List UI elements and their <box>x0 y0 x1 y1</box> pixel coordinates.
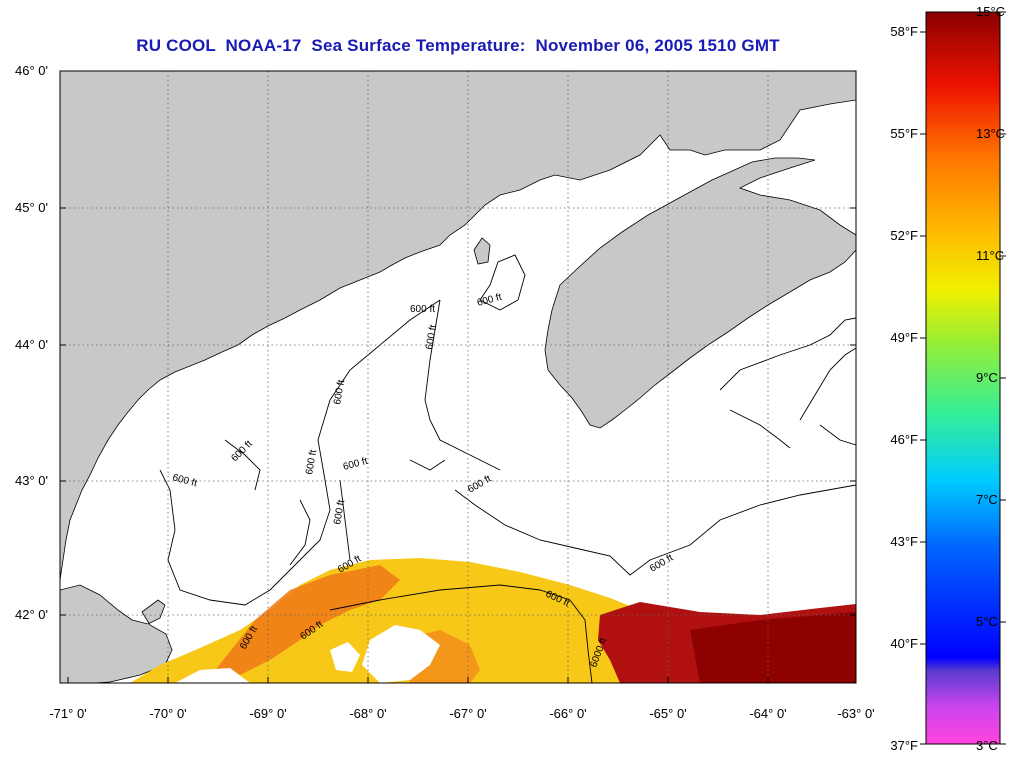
colorbar <box>925 11 1001 745</box>
colorbar-f-label: 52°F <box>890 228 918 243</box>
lon-label-65: -65° 0' <box>649 706 687 721</box>
colorbar-c-label: 11°C <box>976 248 1005 263</box>
colorbar-c-label: 5°C <box>976 614 998 629</box>
map-title: RU COOL NOAA-17 Sea Surface Temperature:… <box>136 36 780 55</box>
lat-label-43: 43° 0' <box>15 473 48 488</box>
lat-label-45: 45° 0' <box>15 200 48 215</box>
map-border <box>59 70 857 684</box>
colorbar-f-label: 46°F <box>890 432 918 447</box>
lat-label-46: 46° 0' <box>15 63 48 78</box>
colorbar-f-label: 58°F <box>890 24 918 39</box>
land-mainland <box>60 71 856 581</box>
isobath-label: 600 ft <box>332 379 347 406</box>
graticule <box>60 71 856 683</box>
colorbar-f-label: 40°F <box>890 636 918 651</box>
isobath-label: 600 ft <box>424 324 439 351</box>
colorbar-f-label: 37°F <box>890 738 918 753</box>
land-island <box>473 237 491 265</box>
lat-label-44: 44° 0' <box>15 337 48 352</box>
colorbar-f-label: 49°F <box>890 330 918 345</box>
land-nova-scotia <box>544 157 856 429</box>
isobath-contours <box>159 254 856 683</box>
lon-label-69: -69° 0' <box>249 706 287 721</box>
land-cape-cod <box>60 584 173 683</box>
lon-label-68: -68° 0' <box>349 706 387 721</box>
axis-ticks <box>60 70 857 683</box>
isobath-label: 600 ft <box>304 449 319 476</box>
lat-label-42: 42° 0' <box>15 607 48 622</box>
colorbar-f-label: 55°F <box>890 126 918 141</box>
cloud-gap <box>362 625 440 683</box>
lon-label-66: -66° 0' <box>549 706 587 721</box>
colorbar-c-label: 7°C <box>976 492 998 507</box>
lon-label-64: -64° 0' <box>749 706 787 721</box>
colorbar-c-label: 9°C <box>976 370 998 385</box>
lon-label-70: -70° 0' <box>149 706 187 721</box>
colorbar-c-label: 13°C <box>976 126 1006 141</box>
cloud-gap <box>175 668 250 683</box>
cloud-gap <box>330 642 360 672</box>
lon-label-67: -67° 0' <box>449 706 487 721</box>
colorbar-c-label: 15°C <box>976 4 1006 19</box>
lon-label-63: -63° 0' <box>837 706 875 721</box>
colorbar-ticks <box>920 11 1006 745</box>
isobath-label: 600 ft <box>410 304 435 315</box>
sst-orange-region <box>205 565 400 683</box>
colorbar-f-label: 43°F <box>890 534 918 549</box>
sst-darkred-region <box>690 612 856 683</box>
colorbar-c-label: 3°C <box>976 738 998 753</box>
lon-label-71: -71° 0' <box>49 706 87 721</box>
isobath-label: 600 ft <box>332 499 347 526</box>
